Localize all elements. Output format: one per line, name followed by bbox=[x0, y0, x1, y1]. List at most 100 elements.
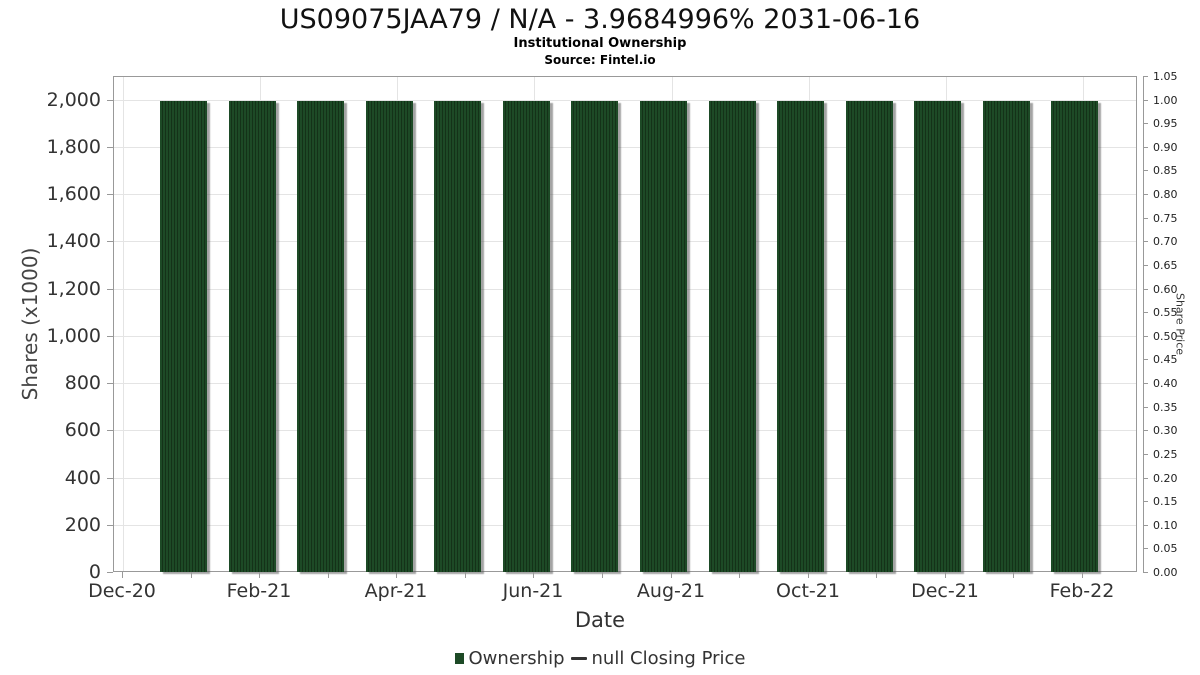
h-gridline bbox=[114, 288, 1136, 290]
legend-square-marker bbox=[454, 653, 464, 664]
right-tick-label: 0.35 bbox=[1153, 400, 1178, 414]
x-tick-mark bbox=[533, 572, 534, 578]
x-axis-title-date: Date bbox=[574, 608, 626, 632]
y-tick-label: 2,000 bbox=[46, 88, 101, 111]
plot-area bbox=[113, 76, 1137, 572]
ownership-bar[interactable] bbox=[434, 100, 481, 572]
right-tick-label: 0.40 bbox=[1153, 377, 1178, 391]
right-tick-mark bbox=[1143, 76, 1148, 77]
right-tick-mark bbox=[1143, 264, 1148, 266]
y-tick-mark bbox=[107, 335, 113, 337]
right-tick-mark bbox=[1143, 194, 1148, 196]
right-tick-label: 0.70 bbox=[1153, 235, 1178, 249]
x-tick-mark bbox=[739, 572, 740, 578]
ownership-bar[interactable] bbox=[846, 100, 893, 572]
h-gridline bbox=[114, 241, 1136, 243]
right-tick-mark bbox=[1143, 146, 1148, 148]
ownership-bar[interactable] bbox=[503, 100, 550, 572]
x-tick-mark bbox=[876, 572, 877, 578]
right-tick-mark bbox=[1143, 383, 1148, 385]
x-tick-mark bbox=[1013, 572, 1014, 578]
y-tick-label: 400 bbox=[64, 466, 101, 489]
y-tick-label: 1,000 bbox=[46, 324, 101, 347]
legend: Ownership null Closing Price bbox=[0, 648, 1200, 669]
y-tick-label: 1,200 bbox=[46, 277, 101, 300]
x-tick-label: Dec-20 bbox=[88, 580, 156, 602]
right-tick-label: 0.05 bbox=[1153, 542, 1178, 556]
ownership-bar[interactable] bbox=[297, 100, 344, 572]
h-gridline bbox=[114, 383, 1136, 385]
v-gridline bbox=[123, 77, 124, 571]
y-tick-label: 1,800 bbox=[46, 135, 101, 158]
right-tick-label: 0.55 bbox=[1153, 306, 1178, 320]
ownership-bar[interactable] bbox=[1051, 100, 1098, 572]
h-gridline bbox=[114, 99, 1136, 101]
right-tick-mark bbox=[1143, 335, 1148, 337]
ownership-bar[interactable] bbox=[160, 100, 207, 572]
ownership-bar[interactable] bbox=[571, 100, 618, 572]
right-tick-label: 0.95 bbox=[1153, 117, 1178, 131]
x-tick-mark bbox=[191, 572, 192, 578]
right-tick-mark bbox=[1143, 524, 1148, 526]
right-tick-label: 0.10 bbox=[1153, 518, 1178, 532]
ownership-bar[interactable] bbox=[709, 100, 756, 572]
right-tick-label: 1.05 bbox=[1153, 70, 1178, 83]
legend-item-null-closing-price[interactable]: null Closing Price bbox=[570, 648, 746, 669]
ownership-bar[interactable] bbox=[914, 100, 961, 572]
h-gridline bbox=[114, 477, 1136, 479]
right-tick-mark bbox=[1143, 406, 1148, 408]
x-tick-mark bbox=[122, 572, 123, 578]
y-tick-mark bbox=[107, 241, 113, 243]
right-tick-label: 0.65 bbox=[1153, 258, 1178, 272]
right-tick-mark bbox=[1143, 477, 1148, 479]
right-tick-mark bbox=[1143, 572, 1148, 573]
x-tick-mark bbox=[602, 572, 603, 578]
y-tick-mark bbox=[107, 99, 113, 101]
h-gridline bbox=[114, 430, 1136, 432]
right-tick-mark bbox=[1143, 288, 1148, 290]
right-tick-label: 0.60 bbox=[1153, 282, 1178, 296]
right-tick-mark bbox=[1143, 548, 1148, 550]
ownership-bar[interactable] bbox=[366, 100, 413, 572]
x-tick-mark bbox=[808, 572, 809, 578]
y-tick-label: 200 bbox=[64, 513, 101, 536]
y-tick-mark bbox=[107, 383, 113, 385]
legend-label: null Closing Price bbox=[591, 648, 746, 669]
x-tick-mark bbox=[328, 572, 329, 578]
ownership-bar[interactable] bbox=[983, 100, 1030, 572]
legend-item-ownership[interactable]: Ownership bbox=[454, 648, 565, 669]
right-tick-mark bbox=[1143, 123, 1148, 125]
right-axis-line bbox=[1143, 76, 1144, 572]
right-tick-mark bbox=[1143, 217, 1148, 219]
ownership-bar[interactable] bbox=[777, 100, 824, 572]
right-tick-mark bbox=[1143, 170, 1148, 172]
right-tick-label: 0.45 bbox=[1153, 353, 1178, 367]
y-tick-mark bbox=[107, 524, 113, 526]
right-tick-label: 1.00 bbox=[1153, 93, 1178, 107]
x-tick-label: Feb-21 bbox=[226, 580, 292, 602]
right-tick-label: 0.50 bbox=[1153, 329, 1178, 343]
right-tick-label: 0.80 bbox=[1153, 188, 1178, 202]
h-gridline bbox=[114, 524, 1136, 526]
y-tick-mark bbox=[107, 430, 113, 432]
right-tick-mark bbox=[1143, 501, 1148, 503]
ownership-bar[interactable] bbox=[229, 100, 276, 572]
ownership-bar[interactable] bbox=[640, 100, 687, 572]
h-gridline bbox=[114, 194, 1136, 196]
chart-subtitle: Institutional Ownership bbox=[513, 36, 687, 51]
x-tick-mark bbox=[945, 572, 946, 578]
y-tick-mark bbox=[107, 572, 113, 573]
x-tick-label: Apr-21 bbox=[364, 580, 428, 602]
chart-source: Source: Fintel.io bbox=[544, 53, 656, 67]
y-axis-title-share-price: Share Price bbox=[1173, 292, 1187, 356]
x-tick-mark bbox=[396, 572, 397, 578]
right-tick-label: 0.75 bbox=[1153, 211, 1178, 225]
y-tick-mark bbox=[107, 194, 113, 196]
h-gridline bbox=[114, 335, 1136, 337]
right-tick-label: 0.30 bbox=[1153, 424, 1178, 438]
y-tick-mark bbox=[107, 477, 113, 479]
x-tick-label: Oct-21 bbox=[776, 580, 840, 602]
right-tick-label: 0.20 bbox=[1153, 471, 1178, 485]
y-tick-label: 0 bbox=[88, 561, 101, 583]
